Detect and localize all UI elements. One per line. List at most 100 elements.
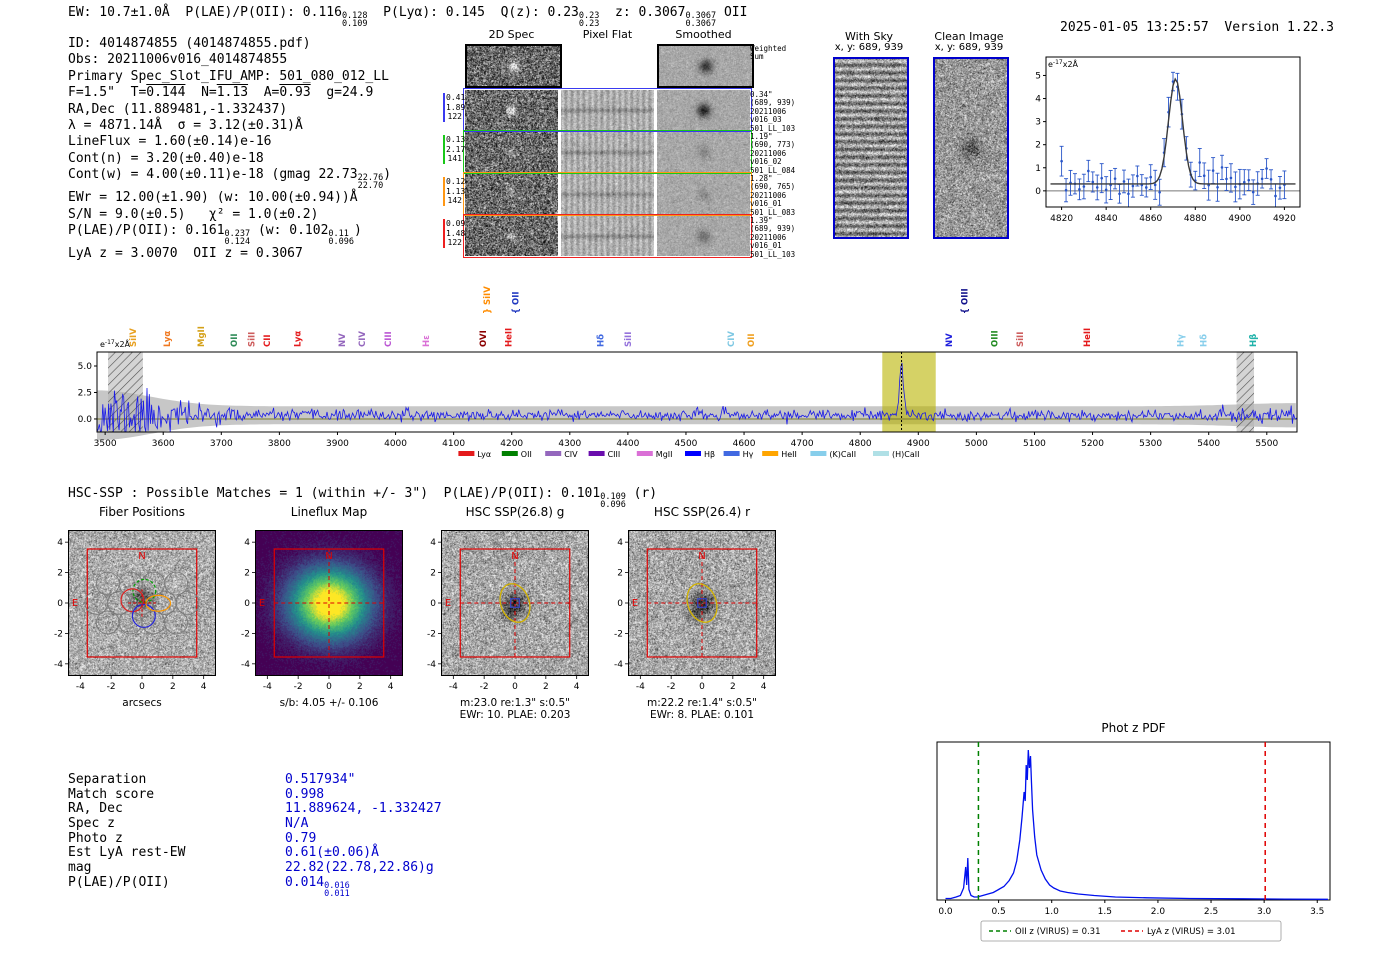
svg-text:4: 4: [1035, 95, 1041, 105]
svg-text:2: 2: [244, 569, 250, 579]
emission-line-label: OII: [230, 333, 240, 347]
svg-text:CIV: CIV: [564, 450, 578, 459]
svg-text:-4: -4: [76, 682, 85, 692]
svg-text:4200: 4200: [500, 439, 523, 449]
info-line: EWr = 12.00(±1.90) (w: 10.00(±0.94))Å: [68, 190, 358, 206]
svg-text:3.0: 3.0: [1257, 907, 1272, 917]
summary-header: EW: 10.7±1.0Å P(LAE)/P(OII): 0.116 0.128 0…: [68, 5, 748, 29]
svg-text:0: 0: [326, 682, 332, 692]
match-row-label: mag: [68, 860, 92, 876]
svg-text:HeII: HeII: [781, 450, 797, 459]
svg-text:E: E: [72, 598, 78, 609]
emission-line-label: } SiIV: [483, 286, 493, 314]
spec2d-cutout: [561, 132, 654, 172]
svg-text:2: 2: [430, 569, 436, 579]
cutout-caption: EWr: 10. PLAE: 0.203: [459, 709, 571, 721]
cutout-title-fiber: Fiber Positions: [98, 505, 186, 519]
svg-text:MgII: MgII: [656, 450, 673, 459]
match-row-value: 0.517934": [285, 772, 356, 787]
svg-text:4860: 4860: [1139, 214, 1162, 224]
match-row-value: 0.79: [285, 830, 317, 846]
svg-text:CIII: CIII: [608, 450, 621, 459]
svg-text:4920: 4920: [1273, 214, 1296, 224]
spec2d-cutout: [657, 216, 750, 256]
svg-text:4: 4: [430, 538, 436, 548]
cutout-caption: EWr: 8. PLAE: 0.101: [649, 709, 755, 721]
match-row: mag 22.82(22.78,22.86)g: [68, 860, 488, 875]
svg-text:2: 2: [357, 682, 363, 692]
spec2d-cutout: [561, 90, 654, 130]
match-row: P(LAE)/P(OII) 0.014 0.016 0.011: [68, 875, 488, 898]
fiber-id-labels: 1.39" (689, 939) 20211006 v016_01 501_LL_103: [750, 216, 796, 259]
match-row: Est LyA rest-EW 0.61(±0.06)Å: [68, 845, 488, 860]
info-line: F=1.5" T=0.144 N=1.13 A=0.93 g=24.9: [68, 85, 374, 101]
svg-text:4: 4: [574, 682, 580, 692]
spec2d-cutout: [561, 174, 654, 214]
spec2d-cutout: [465, 132, 558, 172]
svg-text:E: E: [259, 598, 265, 609]
svg-text:2: 2: [730, 682, 736, 692]
svg-text:5500: 5500: [1255, 439, 1278, 449]
with-sky-cutout: [833, 57, 909, 239]
match-row-label: Est LyA rest-EW: [68, 845, 186, 861]
svg-text:5400: 5400: [1197, 439, 1220, 449]
svg-text:5.0: 5.0: [78, 362, 93, 372]
info-line: P(LAE)/P(OII): 0.161 0.237 0.124 (w: 0.102…: [68, 223, 362, 248]
fiber-weight-labels: 0.09 1.48 122: [443, 219, 465, 248]
svg-text:e-17x2Å: e-17x2Å: [1048, 58, 1079, 69]
svg-text:3800: 3800: [268, 439, 291, 449]
svg-text:-2: -2: [480, 682, 489, 692]
svg-text:Hγ: Hγ: [743, 450, 754, 459]
svg-text:3700: 3700: [210, 439, 233, 449]
svg-text:E: E: [632, 598, 638, 609]
svg-text:3900: 3900: [326, 439, 349, 449]
emission-line-label: CIII: [384, 331, 394, 347]
svg-text:2: 2: [1035, 141, 1041, 151]
svg-text:2: 2: [543, 682, 549, 692]
emission-line-label: Hβ: [1249, 334, 1259, 347]
svg-text:-4: -4: [614, 660, 623, 670]
svg-text:4900: 4900: [907, 439, 930, 449]
svg-text:0.0: 0.0: [938, 907, 953, 917]
cutout-caption: m:22.2 re:1.4" s:0.5": [647, 697, 757, 709]
emission-line-label: Hγ: [1177, 334, 1187, 347]
fiber-weight-labels: 0.13 2.17 141: [443, 135, 465, 164]
emission-line-label: NV: [338, 333, 348, 347]
match-row: Match score 0.998: [68, 787, 488, 802]
svg-text:e-17x2Å: e-17x2Å: [100, 338, 131, 349]
svg-text:-4: -4: [636, 682, 645, 692]
svg-text:-2: -2: [614, 629, 623, 639]
svg-text:4600: 4600: [733, 439, 756, 449]
svg-text:4000: 4000: [384, 439, 407, 449]
svg-text:4500: 4500: [675, 439, 698, 449]
match-row-value: N/A: [285, 816, 309, 832]
photz-pdf-plot: Phot z PDF 0.0 0.5 1.0 1.5 2.0 2.5 3.0 3.5 OII z …: [936, 721, 1331, 942]
svg-text:4: 4: [761, 682, 767, 692]
match-row: Photo z 0.79: [68, 831, 488, 846]
svg-text:4880: 4880: [1184, 214, 1207, 224]
svg-text:0: 0: [244, 599, 250, 609]
match-row-value: 0.998: [285, 786, 325, 802]
svg-text:4: 4: [388, 682, 394, 692]
info-line: Cont(n) = 3.20(±0.40)e-18: [68, 150, 264, 166]
cutout-overlay-fiber: -4 -4 -2 -2 0 0 2 2 4 4 N E: [54, 530, 216, 692]
line-fit-zoom-plot: 0 1 2 3 4 5 4820 4840 4860 4880 4900 4920 e-17x2Å: [1035, 56, 1301, 224]
emission-line-label: MgII: [197, 326, 207, 347]
svg-text:5000: 5000: [965, 439, 988, 449]
svg-text:0: 0: [57, 599, 63, 609]
svg-text:2: 2: [617, 569, 623, 579]
info-line: LineFlux = 1.60(±0.14)e-16: [68, 134, 272, 150]
svg-text:1: 1: [1035, 164, 1041, 174]
match-row-label: Photo z: [68, 830, 123, 846]
svg-text:-4: -4: [263, 682, 272, 692]
svg-text:0: 0: [139, 682, 145, 692]
emission-line-label: OII: [747, 333, 757, 347]
svg-text:4840: 4840: [1095, 214, 1118, 224]
with-sky-title: With Sky: [845, 30, 893, 43]
timestamp-value: 2025-01-05 13:25:57: [1060, 20, 1209, 35]
svg-text:4: 4: [201, 682, 207, 692]
emission-line-label: { OII: [512, 291, 522, 314]
svg-text:4300: 4300: [558, 439, 581, 449]
